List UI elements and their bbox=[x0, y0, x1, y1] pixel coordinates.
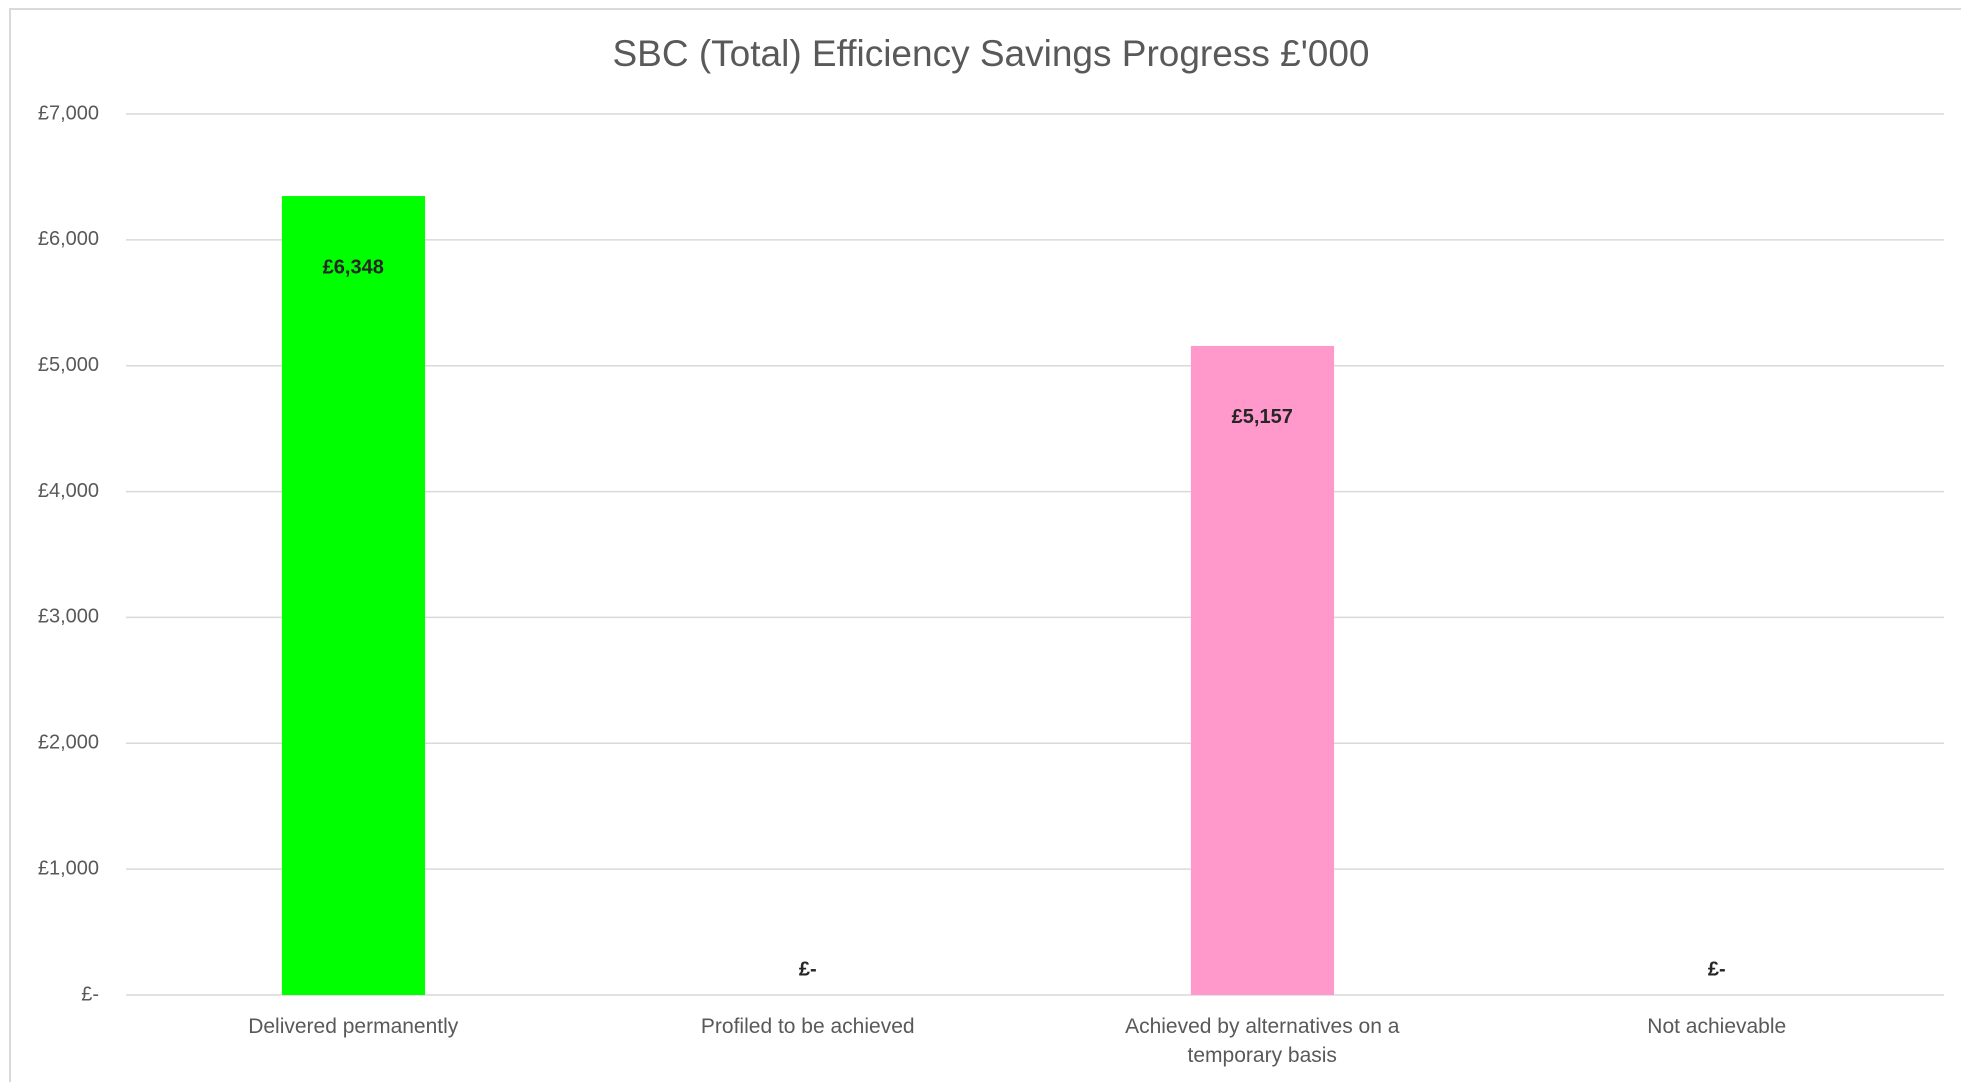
y-tick-label: £1,000 bbox=[38, 857, 99, 879]
data-label: £- bbox=[799, 958, 817, 980]
y-tick-label: £4,000 bbox=[38, 480, 99, 502]
data-label: £5,157 bbox=[1232, 406, 1293, 428]
y-tick-label: £3,000 bbox=[38, 606, 99, 628]
y-tick-label: £5,000 bbox=[38, 354, 99, 376]
x-tick-label: Profiled to be achieved bbox=[700, 1015, 915, 1038]
x-tick-label: Delivered permanently bbox=[248, 1015, 459, 1038]
chart-border bbox=[9, 8, 1961, 1082]
bar bbox=[281, 196, 426, 996]
y-tick-label: £2,000 bbox=[38, 732, 99, 754]
chart-title: SBC (Total) Efficiency Savings Progress … bbox=[612, 33, 1369, 74]
x-tick-label: Not achievable bbox=[1647, 1015, 1787, 1038]
data-label: £- bbox=[1708, 958, 1726, 980]
y-tick-label: £6,000 bbox=[38, 228, 99, 250]
data-label: £6,348 bbox=[323, 256, 384, 278]
y-tick-label: £7,000 bbox=[38, 102, 99, 124]
x-tick-label: Achieved by alternatives on a temporary … bbox=[1125, 1015, 1400, 1067]
bar bbox=[1190, 345, 1335, 995]
y-tick-label: £- bbox=[81, 983, 99, 1005]
